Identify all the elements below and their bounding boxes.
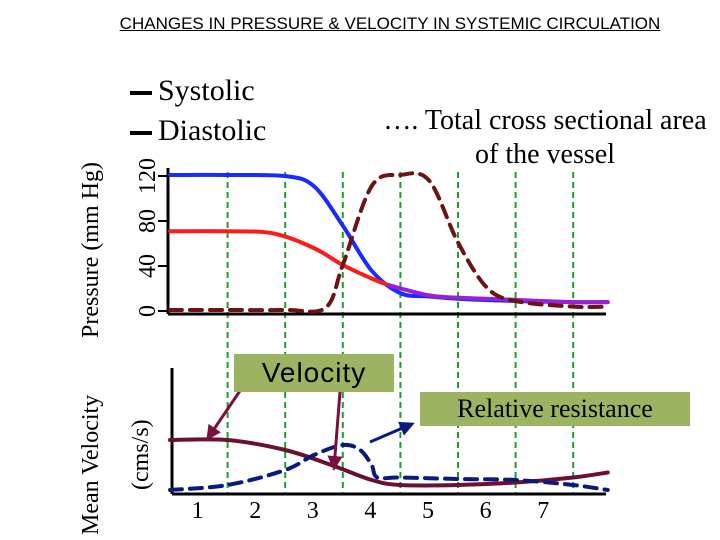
legend-systolic-label: Systolic [158, 74, 255, 107]
resistance-arrow [369, 421, 415, 444]
x-tick-label: 5 [422, 498, 434, 524]
diastolic-line [168, 229, 391, 288]
pressure-tick-label: 80 [135, 209, 161, 233]
resistance-line [168, 442, 610, 492]
x-tick-label: 1 [192, 498, 204, 524]
x-tick-label: 4 [364, 498, 376, 524]
x-tick-label: 3 [307, 498, 319, 524]
velocity-arrow-down [327, 391, 343, 471]
cross-section-line [168, 171, 610, 314]
legend-systolic: Systolic [130, 74, 255, 108]
legend-cross-section-label: Total cross sectional area of the vessel [424, 105, 707, 170]
pressure-tick-label: 40 [135, 254, 161, 278]
legend-diastolic-label: Diastolic [158, 114, 267, 147]
resistance-annotation: Relative resistance [420, 392, 690, 426]
legend-diastolic-swatch [130, 131, 152, 136]
legend-cross-section-dots: …. [383, 105, 419, 136]
pressure-tick-label: 120 [135, 158, 161, 194]
x-tick-label: 7 [537, 498, 549, 524]
chart-title: CHANGES IN PRESSURE & VELOCITY IN SYSTEM… [119, 14, 661, 33]
legend-systolic-swatch [130, 91, 152, 96]
velocity-line [168, 437, 610, 488]
velocity-annotation: Velocity [234, 354, 394, 392]
legend-cross-section: …. Total cross sectional area of the ves… [380, 104, 710, 172]
pressure-tick-label: 0 [135, 305, 161, 317]
x-tick-label: 6 [480, 498, 492, 524]
x-tick-label: 2 [249, 498, 261, 524]
capillary-line [386, 283, 610, 305]
legend-diastolic: Diastolic [130, 114, 266, 148]
